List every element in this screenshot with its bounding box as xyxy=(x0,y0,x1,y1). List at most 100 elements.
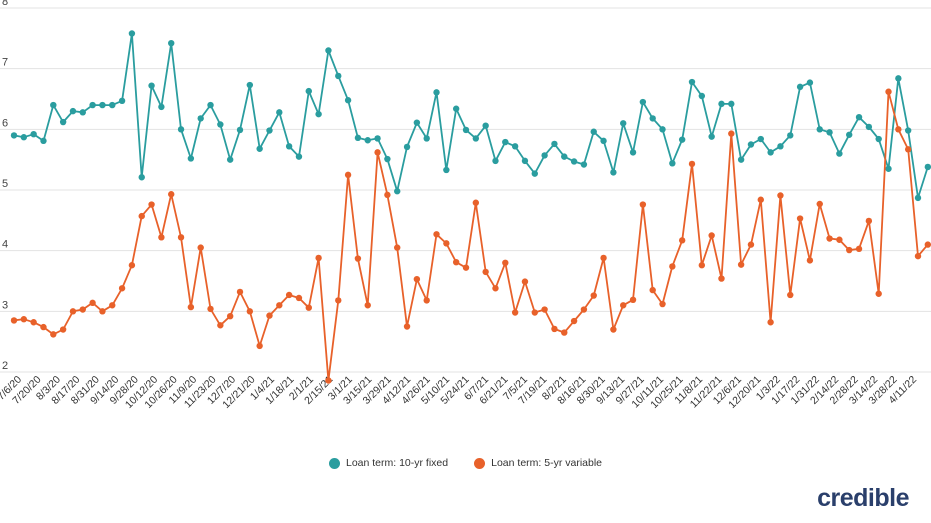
data-point[interactable] xyxy=(482,268,489,276)
data-point[interactable] xyxy=(502,138,509,146)
data-point[interactable] xyxy=(364,302,371,309)
data-point[interactable] xyxy=(610,326,617,333)
data-point[interactable] xyxy=(30,130,37,138)
data-point[interactable] xyxy=(846,131,853,138)
data-point[interactable] xyxy=(600,137,607,145)
data-point[interactable] xyxy=(708,232,715,239)
data-point[interactable] xyxy=(452,258,460,266)
data-point[interactable] xyxy=(40,323,47,331)
data-point[interactable] xyxy=(354,255,362,262)
data-point[interactable] xyxy=(423,135,430,142)
data-point[interactable] xyxy=(895,75,902,82)
data-point[interactable] xyxy=(158,103,165,111)
data-point[interactable] xyxy=(256,145,263,152)
data-point[interactable] xyxy=(688,160,696,168)
data-point[interactable] xyxy=(99,101,106,109)
data-point[interactable] xyxy=(620,120,627,127)
data-point[interactable] xyxy=(511,143,519,150)
data-point[interactable] xyxy=(89,299,96,307)
data-point[interactable] xyxy=(580,306,588,313)
data-point[interactable] xyxy=(187,303,195,311)
data-point[interactable] xyxy=(747,141,755,148)
data-point[interactable] xyxy=(305,304,312,311)
data-point[interactable] xyxy=(757,196,764,203)
data-point[interactable] xyxy=(531,309,538,316)
data-point[interactable] xyxy=(177,234,185,241)
data-point[interactable] xyxy=(639,98,647,106)
data-point[interactable] xyxy=(472,135,480,142)
data-point[interactable] xyxy=(344,97,352,104)
data-point[interactable] xyxy=(610,169,617,176)
data-point[interactable] xyxy=(384,191,391,199)
data-point[interactable] xyxy=(836,236,843,243)
data-point[interactable] xyxy=(20,316,28,323)
data-point[interactable] xyxy=(118,285,126,292)
data-point[interactable] xyxy=(787,132,794,139)
data-point[interactable] xyxy=(148,201,155,208)
data-point[interactable] xyxy=(462,126,470,134)
data-point[interactable] xyxy=(875,135,882,143)
data-point[interactable] xyxy=(649,286,656,294)
data-point[interactable] xyxy=(826,129,833,136)
data-point[interactable] xyxy=(551,325,558,333)
legend-item-series-2[interactable]: Loan term: 5-yr variable xyxy=(474,457,602,469)
data-point[interactable] xyxy=(266,312,273,319)
data-point[interactable] xyxy=(452,105,460,112)
data-point[interactable] xyxy=(688,78,696,86)
data-point[interactable] xyxy=(364,137,371,144)
data-point[interactable] xyxy=(344,171,352,179)
data-point[interactable] xyxy=(904,146,912,153)
data-point[interactable] xyxy=(168,39,175,47)
data-point[interactable] xyxy=(276,109,283,116)
data-point[interactable] xyxy=(767,319,774,326)
data-point[interactable] xyxy=(433,89,440,96)
data-point[interactable] xyxy=(816,126,823,133)
data-point[interactable] xyxy=(708,133,715,140)
data-point[interactable] xyxy=(236,288,244,296)
data-point[interactable] xyxy=(374,135,381,142)
data-point[interactable] xyxy=(168,191,175,198)
data-point[interactable] xyxy=(924,163,931,171)
data-point[interactable] xyxy=(914,194,922,202)
data-point[interactable] xyxy=(492,285,499,292)
data-point[interactable] xyxy=(433,231,440,238)
data-point[interactable] xyxy=(354,134,362,142)
data-point[interactable] xyxy=(158,234,165,241)
data-point[interactable] xyxy=(394,188,401,195)
data-point[interactable] xyxy=(580,161,588,168)
data-point[interactable] xyxy=(796,215,804,222)
data-point[interactable] xyxy=(659,300,666,308)
data-point[interactable] xyxy=(531,170,538,177)
data-point[interactable] xyxy=(403,323,411,330)
data-point[interactable] xyxy=(384,155,391,163)
data-point[interactable] xyxy=(50,101,57,109)
data-point[interactable] xyxy=(502,259,509,266)
data-point[interactable] xyxy=(895,126,902,133)
data-point[interactable] xyxy=(276,302,283,309)
data-point[interactable] xyxy=(443,240,450,247)
data-point[interactable] xyxy=(148,82,155,89)
data-point[interactable] xyxy=(403,143,411,151)
data-point[interactable] xyxy=(10,317,18,324)
data-point[interactable] xyxy=(423,297,430,304)
data-point[interactable] xyxy=(521,157,529,165)
legend-item-series-1[interactable]: Loan term: 10-yr fixed xyxy=(328,457,448,469)
data-point[interactable] xyxy=(777,192,784,199)
data-point[interactable] xyxy=(521,278,529,285)
data-point[interactable] xyxy=(266,127,273,134)
data-point[interactable] xyxy=(315,254,322,262)
data-point[interactable] xyxy=(79,306,86,313)
data-point[interactable] xyxy=(718,275,725,282)
data-point[interactable] xyxy=(787,291,794,299)
data-point[interactable] xyxy=(678,237,686,244)
data-point[interactable] xyxy=(305,87,312,95)
data-point[interactable] xyxy=(236,126,244,134)
data-point[interactable] xyxy=(629,149,637,156)
data-point[interactable] xyxy=(728,130,735,137)
data-point[interactable] xyxy=(728,100,735,108)
data-point[interactable] xyxy=(187,155,195,162)
data-point[interactable] xyxy=(570,158,578,165)
data-point[interactable] xyxy=(413,119,421,126)
data-point[interactable] xyxy=(197,115,204,122)
data-point[interactable] xyxy=(325,47,332,54)
